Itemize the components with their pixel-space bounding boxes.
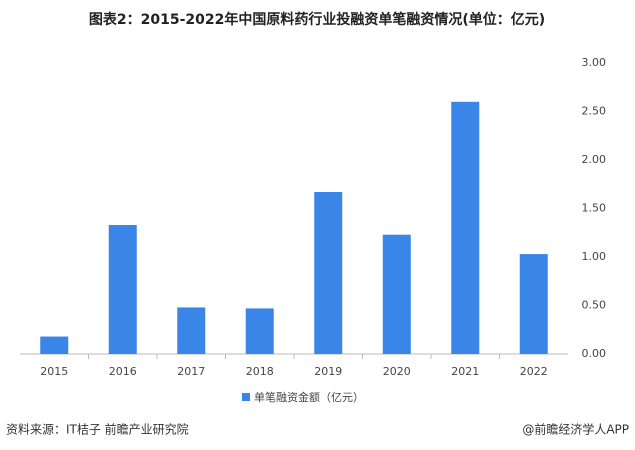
y-tick-label: 1.50: [582, 202, 607, 215]
x-tick-label: 2018: [246, 365, 274, 378]
y-tick-label: 2.00: [582, 153, 607, 166]
x-tick-label: 2021: [451, 365, 479, 378]
bar: [314, 192, 343, 354]
bar: [451, 101, 480, 354]
legend-swatch: [242, 393, 250, 401]
bar: [519, 254, 548, 354]
y-tick-label: 0.00: [582, 347, 607, 360]
source-note: 资料来源：IT桔子 前瞻产业研究院: [6, 422, 189, 437]
bar: [40, 336, 69, 354]
credit: @前瞻经济学人APP: [522, 422, 629, 437]
x-tick-label: 2022: [520, 365, 548, 378]
x-tick-label: 2020: [383, 365, 411, 378]
x-tick-label: 2017: [177, 365, 205, 378]
y-tick-label: 1.00: [582, 250, 607, 263]
bar: [108, 224, 137, 354]
x-tick-label: 2015: [40, 365, 68, 378]
y-tick-label: 0.50: [582, 299, 607, 312]
y-tick-label: 3.00: [582, 56, 607, 69]
legend-label: 单笔融资金额（亿元）: [254, 390, 364, 404]
x-tick-label: 2019: [314, 365, 342, 378]
bar: [177, 307, 206, 354]
bar: [245, 308, 274, 354]
y-tick-label: 2.50: [582, 105, 607, 118]
x-tick-label: 2016: [109, 365, 137, 378]
chart-title: 图表2：2015-2022年中国原料药行业投融资单笔融资情况(单位：亿元): [89, 11, 545, 28]
bar: [382, 234, 411, 354]
